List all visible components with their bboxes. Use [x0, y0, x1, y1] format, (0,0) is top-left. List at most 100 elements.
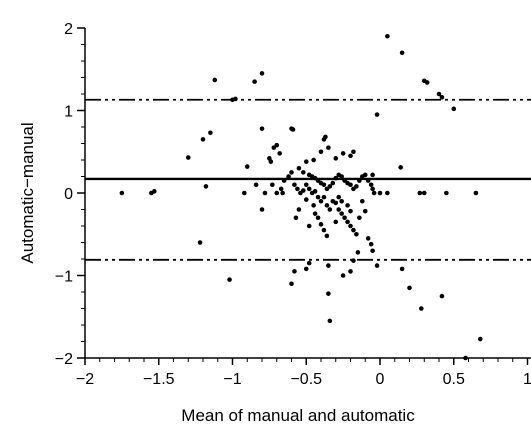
data-point [473, 190, 479, 196]
data-point [293, 215, 299, 221]
data-point [330, 180, 336, 186]
data-point [321, 182, 327, 188]
data-point [348, 208, 353, 214]
data-point [185, 155, 191, 160]
y-tick-label: 2 [64, 21, 73, 38]
data-point [233, 96, 238, 102]
x-tick-label: 0 [376, 371, 385, 388]
data-point [306, 260, 312, 266]
reference-lines [85, 98, 531, 261]
data-point [270, 182, 275, 188]
data-point [315, 194, 321, 200]
data-point [296, 207, 302, 212]
data-point [281, 178, 287, 183]
data-point [326, 291, 331, 296]
data-point [321, 137, 327, 142]
data-point [312, 211, 318, 216]
data-point [268, 159, 274, 164]
data-point [351, 149, 356, 155]
data-point [321, 194, 327, 200]
data-point [399, 50, 405, 56]
data-point [371, 190, 377, 196]
data-point [439, 95, 445, 100]
data-point [354, 231, 359, 237]
data-point [333, 200, 339, 206]
data-point [306, 186, 312, 192]
data-point [351, 258, 356, 263]
data-point [365, 236, 371, 241]
data-point [339, 174, 344, 179]
data-point [345, 203, 350, 208]
data-point [303, 266, 309, 272]
data-point [399, 266, 405, 272]
data-point [253, 182, 259, 188]
x-tick-label: 1 [523, 371, 531, 388]
data-point [436, 91, 442, 97]
x-ticks: −2 −1.5 −1 −0.5 0 0.5 1 [76, 358, 531, 388]
data-point [208, 130, 213, 136]
data-point [295, 186, 300, 192]
data-point [368, 182, 374, 188]
x-axis-label: Mean of manual and automatic [181, 406, 415, 425]
data-point [306, 223, 312, 229]
data-point [326, 145, 331, 150]
data-point [417, 190, 423, 196]
data-points [119, 33, 483, 361]
x-tick-label: −1.5 [143, 371, 175, 388]
data-point [290, 127, 296, 132]
data-point [277, 151, 283, 156]
y-tick-label: −2 [55, 351, 73, 368]
data-point [312, 189, 318, 194]
data-point [340, 273, 346, 278]
data-point [327, 318, 333, 324]
data-point [407, 285, 412, 291]
data-point [351, 227, 356, 233]
y-tick-label: −1 [55, 269, 73, 286]
data-point [362, 208, 368, 214]
data-point [374, 112, 380, 117]
x-tick-label: 0.5 [443, 371, 465, 388]
data-point [348, 223, 353, 229]
data-point [278, 186, 284, 192]
data-point [385, 190, 390, 196]
data-point [348, 269, 353, 274]
data-point [303, 182, 309, 188]
data-point [242, 190, 247, 196]
data-point [439, 293, 445, 299]
data-point [315, 215, 321, 221]
data-point [301, 170, 306, 175]
x-tick-label: −0.5 [290, 371, 322, 388]
data-point [311, 203, 316, 208]
data-point [368, 241, 374, 247]
data-point [311, 157, 316, 163]
data-point [342, 215, 347, 221]
data-point [333, 219, 339, 225]
y-tick-label: 0 [64, 186, 73, 203]
data-point [227, 277, 232, 282]
data-point [292, 269, 297, 274]
data-point [289, 170, 294, 175]
data-point [377, 190, 383, 196]
data-point [274, 190, 280, 196]
data-point [419, 306, 424, 311]
data-point [303, 159, 309, 164]
data-point [318, 198, 324, 204]
data-point [444, 190, 449, 196]
data-point [333, 175, 339, 181]
data-point [451, 106, 457, 112]
data-point [244, 164, 250, 169]
data-point [318, 222, 324, 227]
data-point [374, 263, 380, 268]
data-point [200, 137, 206, 142]
data-point [197, 240, 203, 245]
x-tick-label: −2 [76, 371, 94, 388]
data-point [259, 207, 265, 212]
data-point [360, 198, 365, 204]
data-point [357, 215, 362, 221]
data-point [370, 172, 375, 178]
data-point [385, 33, 390, 39]
data-point [327, 184, 333, 189]
data-point [326, 263, 331, 268]
data-point [339, 198, 344, 204]
